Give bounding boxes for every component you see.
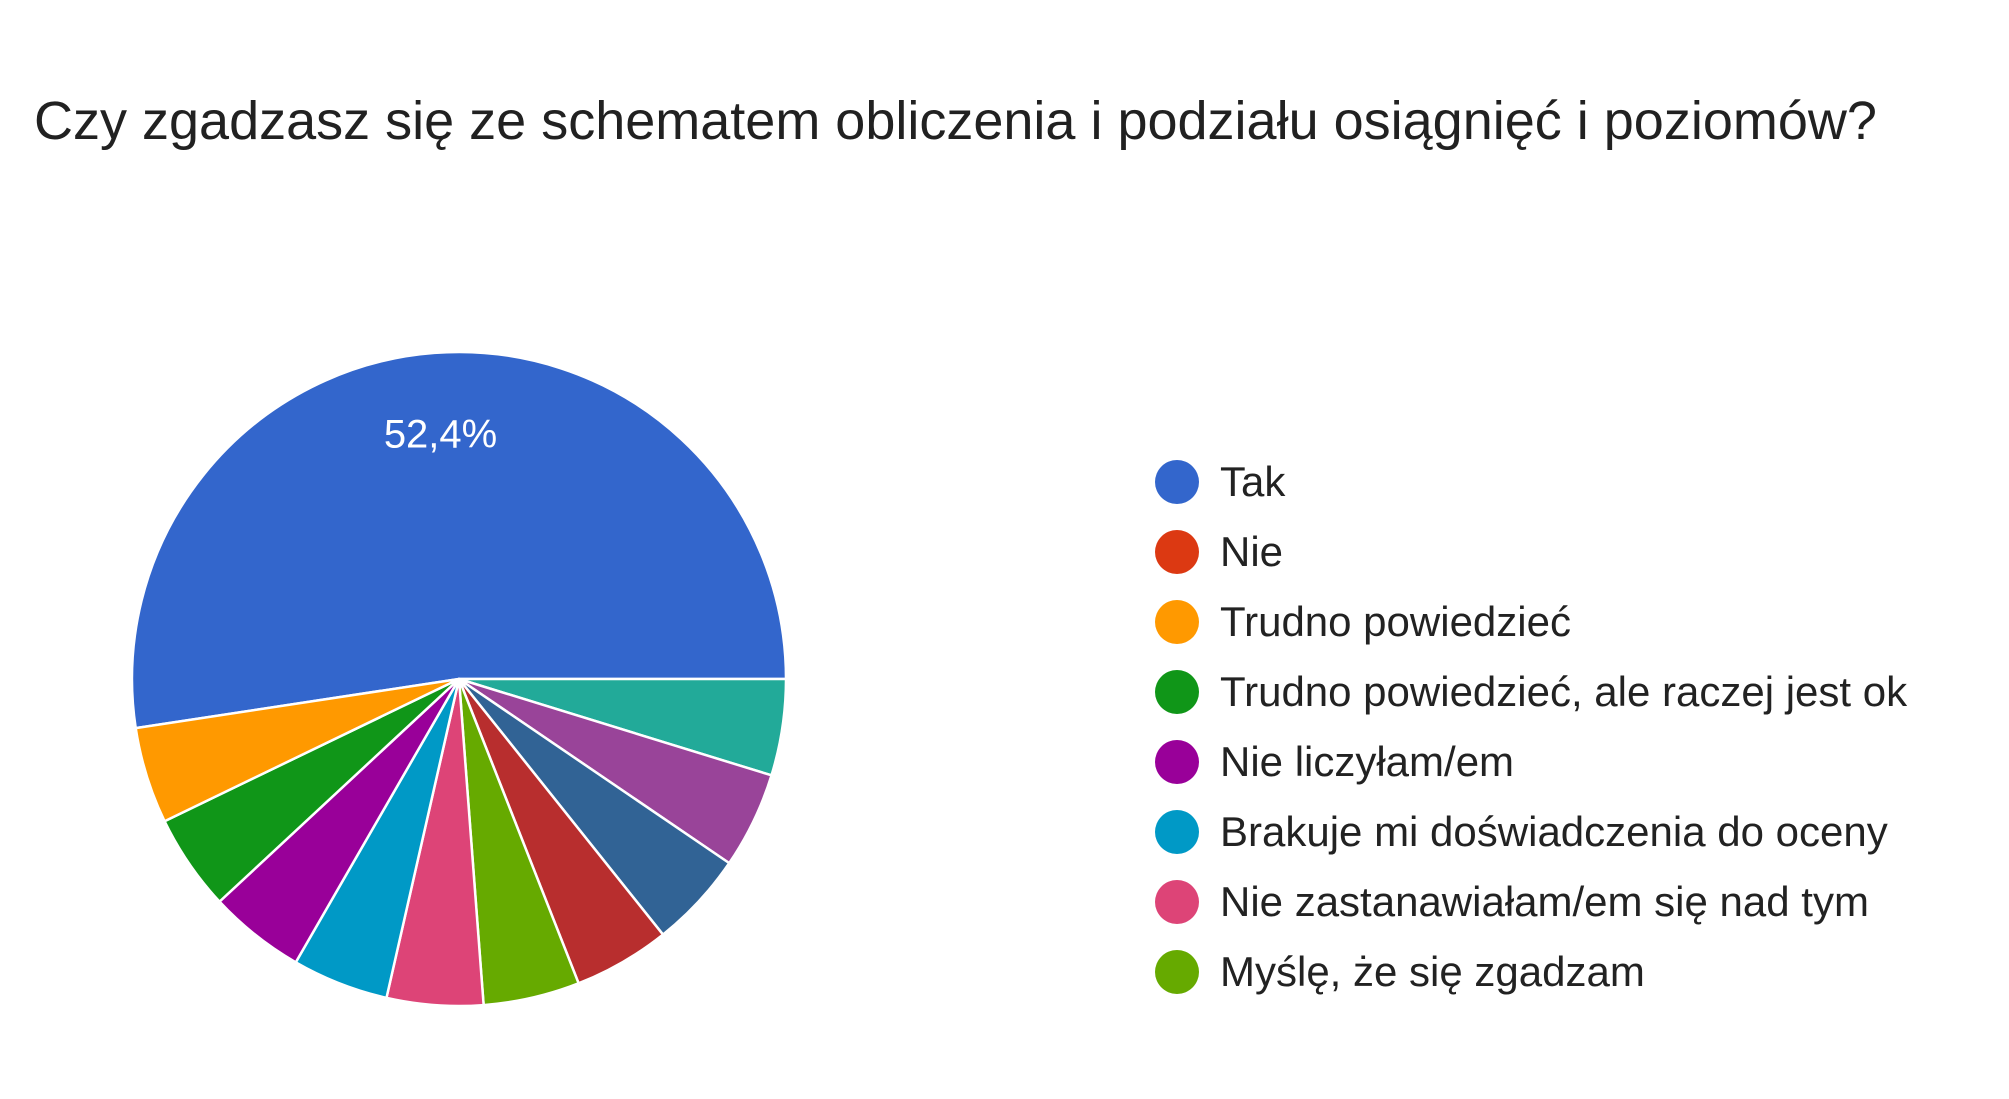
legend-label: Brakuje mi doświadczenia do oceny bbox=[1220, 808, 1888, 855]
chart-title: Czy zgadzasz się ze schematem obliczenia… bbox=[34, 91, 1877, 151]
chart-legend: Tak Nie Trudno powiedzieć Trudno powiedzieć… bbox=[1155, 447, 1907, 1007]
legend-swatch bbox=[1155, 670, 1199, 714]
legend-label: Myślę, że się zgadzam bbox=[1220, 948, 1645, 995]
legend-label: Nie bbox=[1220, 528, 1284, 575]
legend-swatch bbox=[1155, 880, 1199, 924]
legend-swatch bbox=[1155, 810, 1199, 854]
legend-item: Nie zastanawiałam/em się nad tym bbox=[1155, 867, 1907, 937]
legend-swatch bbox=[1155, 600, 1199, 644]
pie-slice bbox=[134, 677, 461, 823]
legend-item: Myślę, że się zgadzam bbox=[1155, 937, 1907, 1007]
legend-label: Trudno powiedzieć, ale raczej jest ok bbox=[1220, 668, 1908, 715]
legend-item: Nie bbox=[1155, 517, 1907, 587]
legend-swatch bbox=[1155, 530, 1199, 574]
legend-item: Tak bbox=[1155, 447, 1907, 517]
legend-swatch bbox=[1155, 740, 1199, 784]
slice-data-label: 52,4% bbox=[384, 412, 497, 456]
legend-swatch bbox=[1155, 460, 1199, 504]
legend-item: Brakuje mi doświadczenia do oceny bbox=[1155, 797, 1907, 867]
legend-label: Tak bbox=[1220, 458, 1286, 505]
legend-item: Trudno powiedzieć, ale raczej jest ok bbox=[1155, 657, 1907, 727]
legend-label: Nie liczyłam/em bbox=[1220, 738, 1515, 785]
legend-label: Trudno powiedzieć bbox=[1220, 598, 1571, 645]
legend-swatch bbox=[1155, 950, 1199, 994]
legend-item: Trudno powiedzieć bbox=[1155, 587, 1907, 657]
legend-item: Nie liczyłam/em bbox=[1155, 727, 1907, 797]
legend-label: Nie zastanawiałam/em się nad tym bbox=[1220, 878, 1869, 925]
pie-slice bbox=[130, 350, 788, 730]
